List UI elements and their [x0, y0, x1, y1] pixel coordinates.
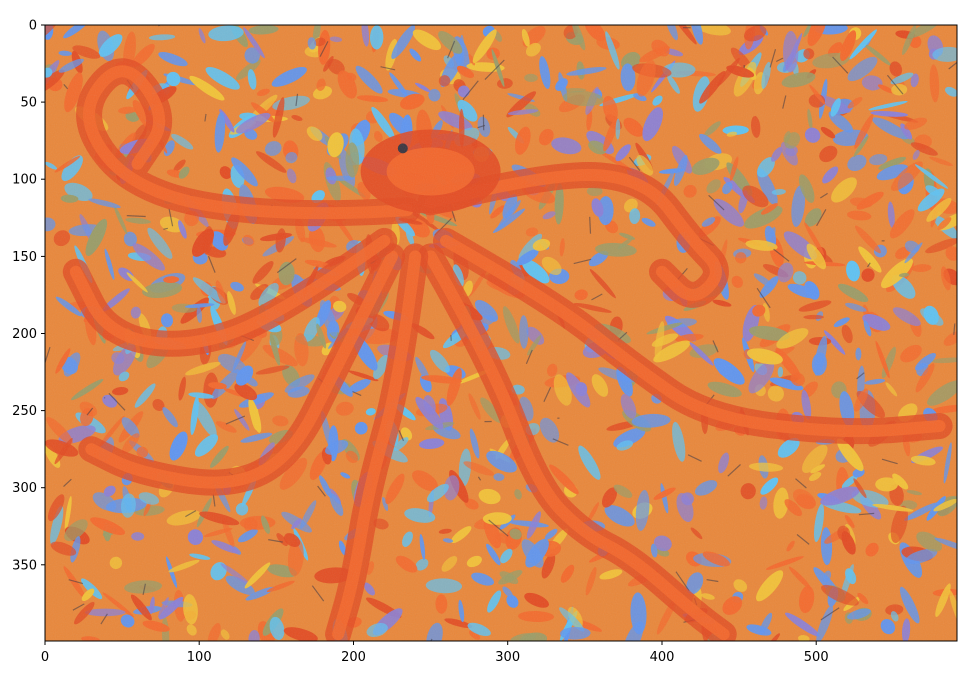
x-tick-label: 400: [650, 650, 675, 665]
y-tick-label: 200: [12, 327, 37, 342]
painted-image: [45, 25, 957, 641]
x-tick-label: 500: [804, 650, 829, 665]
y-axis: 0 50 100 150 200 250 300 350: [12, 19, 45, 573]
y-tick-label: 0: [29, 19, 37, 34]
y-tick-label: 100: [12, 173, 37, 188]
y-tick-label: 300: [12, 481, 37, 496]
dark-brush-line: [430, 638, 433, 641]
y-tick-label: 50: [20, 96, 37, 111]
x-axis: 0 100 200 300 400 500: [41, 641, 829, 665]
x-tick-label: 0: [41, 650, 49, 665]
x-tick-label: 100: [187, 650, 212, 665]
y-tick-label: 350: [12, 558, 37, 573]
y-tick-label: 250: [12, 404, 37, 419]
x-tick-label: 200: [341, 650, 366, 665]
y-tick-label: 150: [12, 250, 37, 265]
x-tick-label: 300: [495, 650, 520, 665]
paint-texture: [45, 25, 957, 641]
